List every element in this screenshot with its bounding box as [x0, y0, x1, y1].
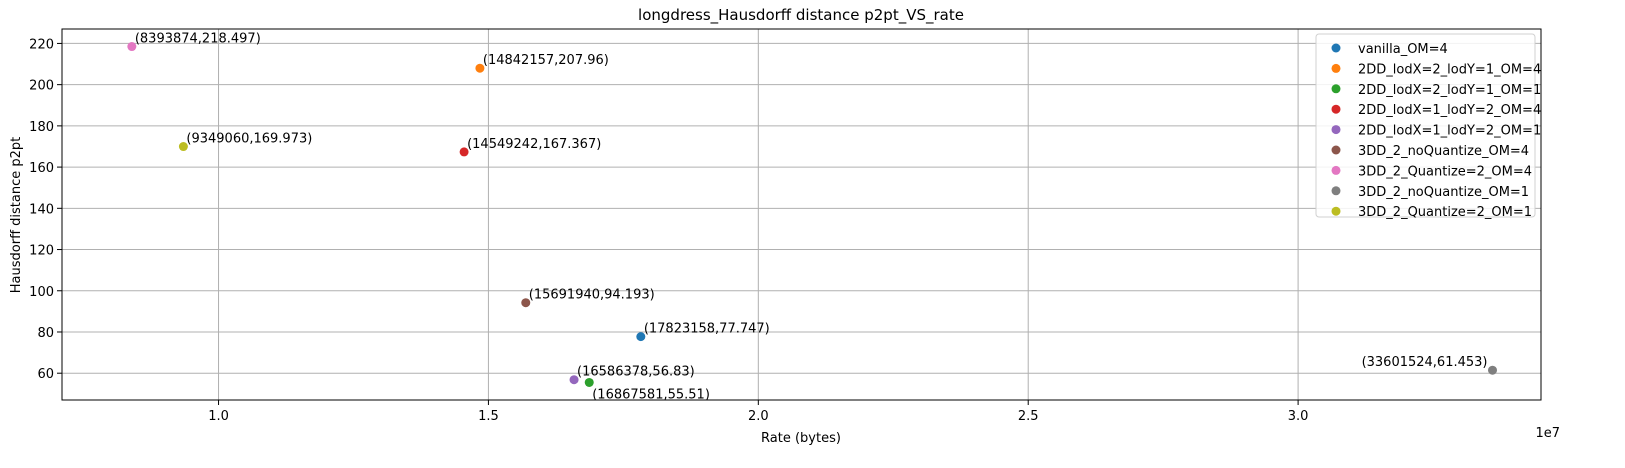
data-point: [584, 377, 594, 387]
data-point: [636, 332, 646, 342]
y-axis-label: Hausdorff distance p2pt: [9, 137, 24, 293]
y-tick-label: 200: [29, 79, 54, 94]
data-point: [521, 298, 531, 308]
data-point: [459, 147, 469, 157]
x-tick-label: 3.0: [1288, 409, 1309, 424]
legend-entry-label: 2DD_lodX=2_lodY=1_OM=1: [1358, 83, 1541, 98]
y-tick-label: 160: [29, 161, 54, 176]
legend-entry-label: 3DD_2_Quantize=2_OM=4: [1358, 164, 1532, 179]
y-tick-label: 120: [29, 244, 54, 259]
legend-entry-label: 2DD_lodX=1_lodY=2_OM=4: [1358, 103, 1541, 118]
legend-entry-label: 2DD_lodX=1_lodY=2_OM=1: [1358, 124, 1541, 139]
grid-lines: [62, 29, 1541, 400]
data-point: [1488, 365, 1498, 375]
axis-ticks: 1.0 1.5 2.0 2.5 3.0 60 80 100 120 140 160 180 200 220: [29, 37, 1308, 424]
legend: vanilla_OM=4 2DD_lodX=2_lodY=1_OM=4 2DD_lo…: [1315, 33, 1541, 220]
point-annotation: (33601524,61.453): [1362, 355, 1488, 370]
legend-marker: [1331, 104, 1341, 114]
legend-marker: [1331, 186, 1341, 196]
legend-entry-label: 3DD_2_noQuantize_OM=4: [1358, 144, 1529, 159]
x-tick-label: 1.5: [478, 409, 499, 424]
y-tick-label: 80: [37, 326, 54, 341]
x-axis-exponent: 1e7: [1535, 426, 1560, 441]
legend-entry-label: 2DD_lodX=2_lodY=1_OM=4: [1358, 62, 1541, 77]
y-tick-label: 140: [29, 202, 54, 217]
point-annotation: (15691940,94.193): [529, 288, 655, 303]
y-tick-label: 100: [29, 285, 54, 300]
data-point: [475, 63, 485, 73]
legend-marker: [1331, 165, 1341, 175]
data-points: [127, 42, 1498, 387]
point-annotation: (16586378,56.83): [577, 365, 695, 380]
data-point: [127, 42, 137, 52]
x-tick-label: 2.5: [1018, 409, 1039, 424]
point-annotation: (14842157,207.96): [483, 53, 609, 68]
legend-marker: [1331, 43, 1341, 53]
x-axis-label: Rate (bytes): [761, 431, 841, 446]
legend-marker: [1331, 145, 1341, 155]
x-tick-label: 1.0: [208, 409, 229, 424]
legend-entry-label: 3DD_2_Quantize=2_OM=1: [1358, 205, 1532, 220]
data-point: [569, 375, 579, 385]
legend-marker: [1331, 84, 1341, 94]
data-point: [178, 142, 188, 152]
point-annotation: (8393874,218.497): [135, 32, 261, 47]
legend-marker: [1331, 125, 1341, 135]
point-annotation: (16867581,55.51): [592, 387, 710, 402]
legend-marker: [1331, 63, 1341, 73]
chart-title: longdress_Hausdorff distance p2pt_VS_rat…: [638, 6, 964, 25]
legend-box: [1315, 33, 1536, 218]
point-annotation: (17823158,77.747): [644, 322, 770, 337]
point-annotation: (9349060,169.973): [186, 132, 312, 147]
y-tick-label: 220: [29, 37, 54, 52]
y-tick-label: 60: [37, 367, 54, 382]
y-tick-label: 180: [29, 120, 54, 135]
point-annotations: (17823158,77.747) (14842157,207.96) (16867…: [135, 32, 1488, 403]
legend-entry-label: 3DD_2_noQuantize_OM=1: [1358, 185, 1529, 200]
plot-frame: [61, 28, 1542, 401]
legend-entry-label: vanilla_OM=4: [1358, 42, 1448, 57]
legend-items: vanilla_OM=4 2DD_lodX=2_lodY=1_OM=4 2DD_lo…: [1331, 42, 1541, 220]
x-tick-label: 2.0: [748, 409, 769, 424]
point-annotation: (14549242,167.367): [467, 137, 601, 152]
legend-marker: [1331, 206, 1341, 216]
